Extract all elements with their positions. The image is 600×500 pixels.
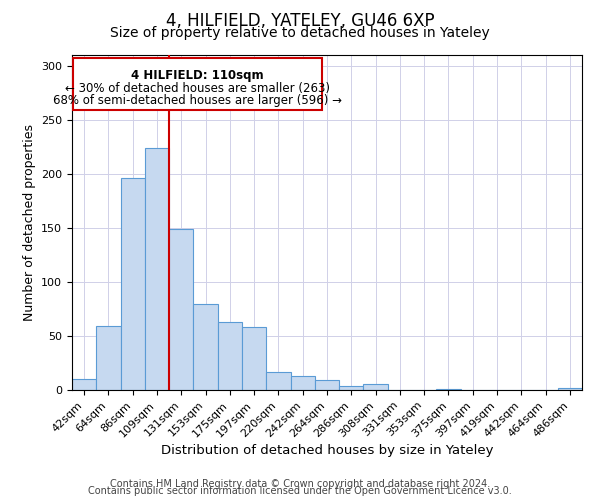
Bar [72,379,96,390]
Bar [169,229,193,390]
X-axis label: Distribution of detached houses by size in Yateley: Distribution of detached houses by size … [161,444,493,458]
Bar [436,389,461,390]
Bar [364,384,388,390]
Bar [121,178,145,390]
Bar [145,148,169,390]
Text: Size of property relative to detached houses in Yateley: Size of property relative to detached ho… [110,26,490,40]
Bar [266,372,290,390]
Bar [558,388,582,390]
Bar [242,328,266,390]
Text: 68% of semi-detached houses are larger (596) →: 68% of semi-detached houses are larger (… [53,94,342,107]
Bar [218,322,242,390]
Text: 4 HILFIELD: 110sqm: 4 HILFIELD: 110sqm [131,69,264,82]
Bar [339,386,364,390]
FancyBboxPatch shape [73,58,322,110]
Y-axis label: Number of detached properties: Number of detached properties [23,124,35,321]
Bar [96,326,121,390]
Text: Contains HM Land Registry data © Crown copyright and database right 2024.: Contains HM Land Registry data © Crown c… [110,479,490,489]
Text: Contains public sector information licensed under the Open Government Licence v3: Contains public sector information licen… [88,486,512,496]
Bar [315,380,339,390]
Bar [193,304,218,390]
Text: 4, HILFIELD, YATELEY, GU46 6XP: 4, HILFIELD, YATELEY, GU46 6XP [166,12,434,30]
Text: ← 30% of detached houses are smaller (263): ← 30% of detached houses are smaller (26… [65,82,330,95]
Bar [290,376,315,390]
